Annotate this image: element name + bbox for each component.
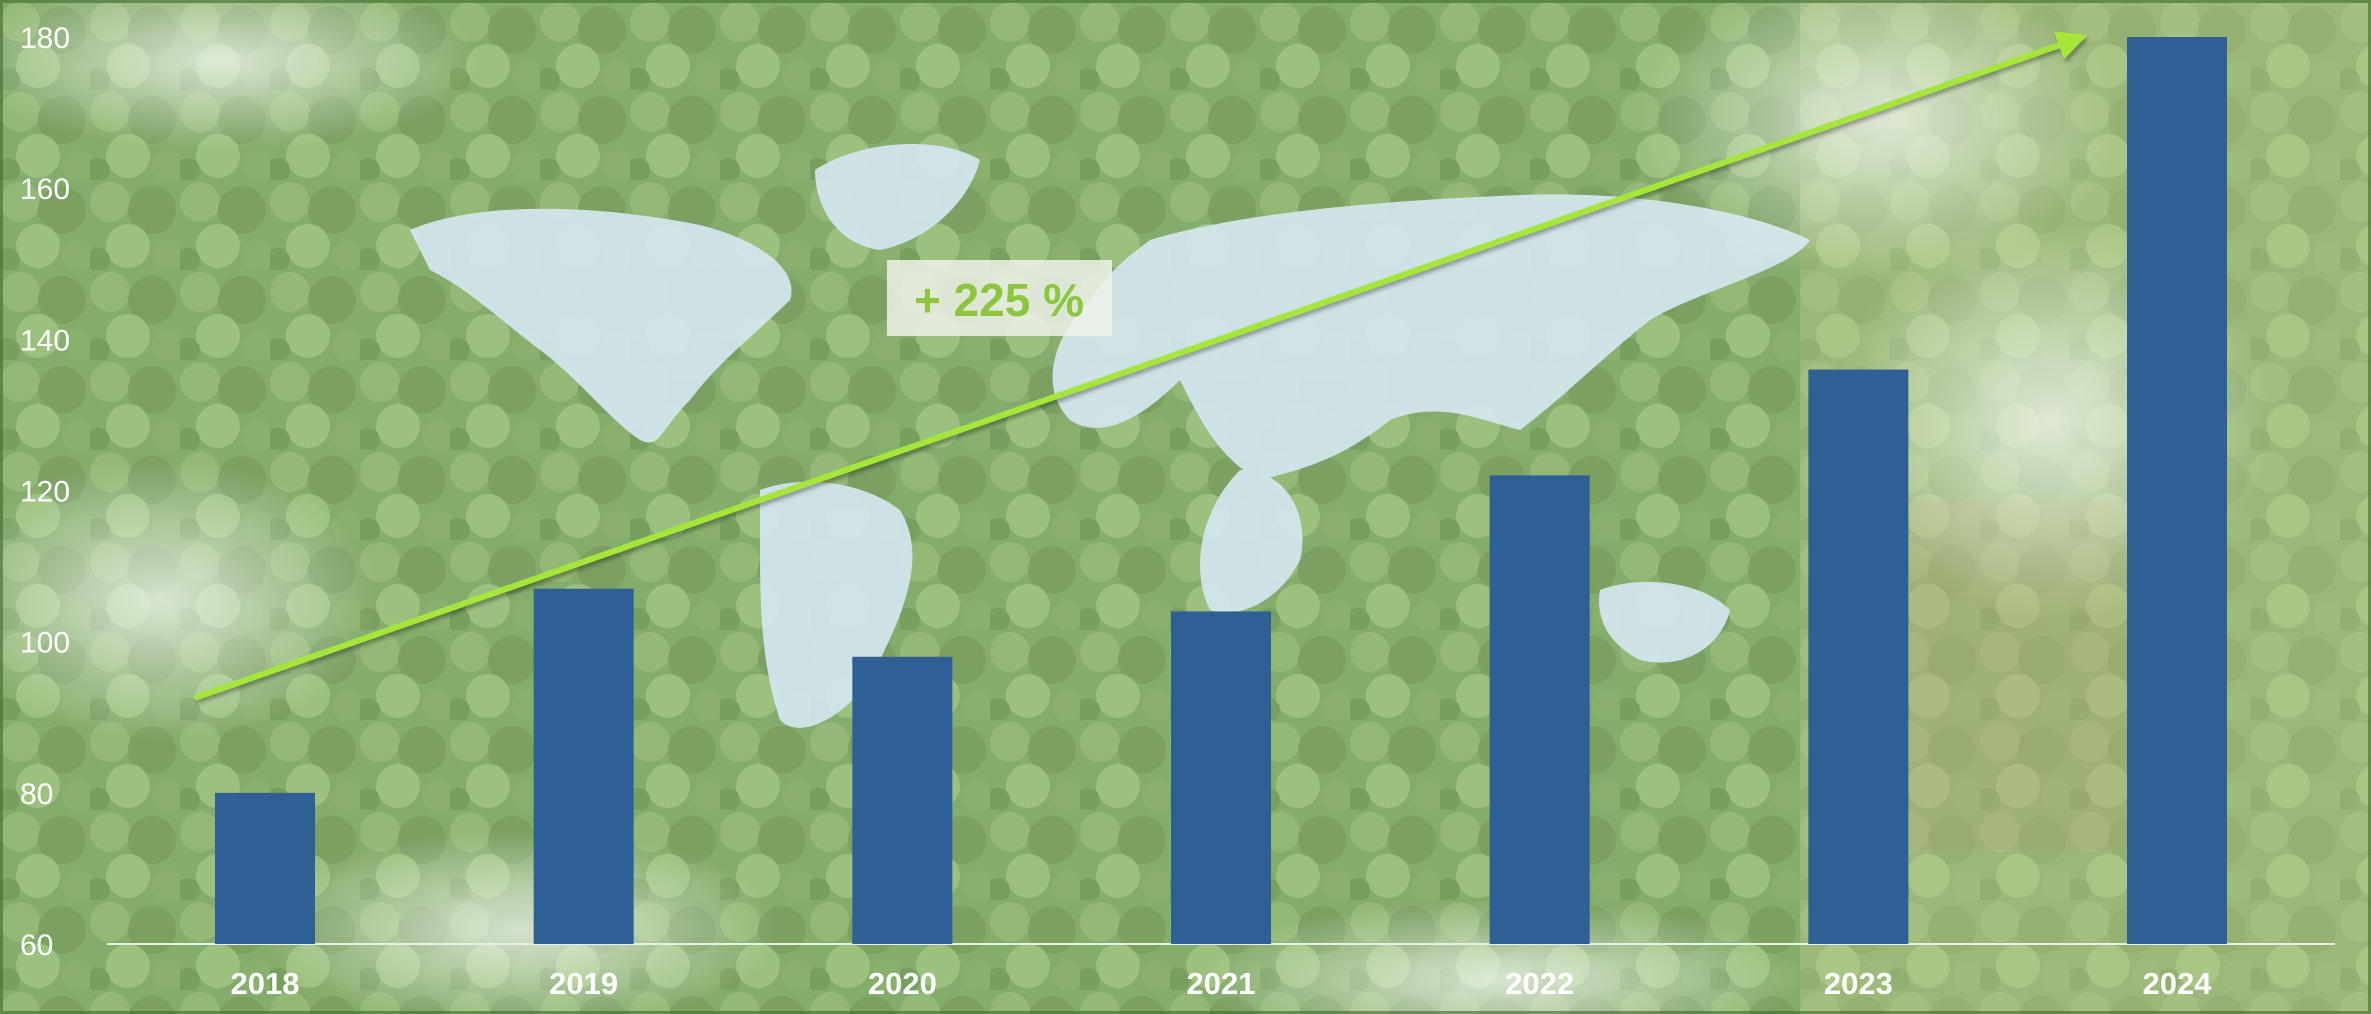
y-tick-label: 180	[20, 22, 70, 55]
growth-label: + 225 %	[914, 274, 1084, 326]
x-tick-label: 2018	[231, 966, 300, 1001]
bar-2021	[1171, 611, 1271, 944]
bar-2019	[533, 588, 634, 944]
bars-group	[215, 37, 2227, 945]
growth-annotation: + 225 %	[887, 260, 1112, 336]
y-tick-label: 60	[20, 929, 53, 962]
y-axis: 60 80 100 120 140 160 180	[20, 22, 70, 962]
bar-2020	[852, 656, 953, 944]
bar-2023	[1808, 369, 1909, 945]
y-tick-label: 100	[20, 627, 70, 660]
x-axis: 2018 2019 2020 2021 2022 2023 2024	[231, 966, 2213, 1001]
x-tick-label: 2022	[1505, 966, 1574, 1001]
y-tick-label: 120	[20, 476, 70, 509]
x-tick-label: 2023	[1824, 966, 1893, 1001]
y-tick-label: 80	[20, 778, 53, 811]
y-tick-label: 160	[20, 173, 70, 206]
bar-2024	[2127, 37, 2227, 944]
bar-2022	[1489, 475, 1590, 944]
x-tick-label: 2021	[1187, 966, 1256, 1001]
bar-2018	[215, 792, 315, 944]
x-tick-label: 2024	[2143, 966, 2213, 1001]
x-tick-label: 2019	[549, 966, 618, 1001]
y-tick-label: 140	[20, 324, 70, 357]
growth-label-box	[887, 260, 1112, 336]
x-tick-label: 2020	[868, 966, 937, 1001]
trend-arrow	[194, 31, 2088, 701]
